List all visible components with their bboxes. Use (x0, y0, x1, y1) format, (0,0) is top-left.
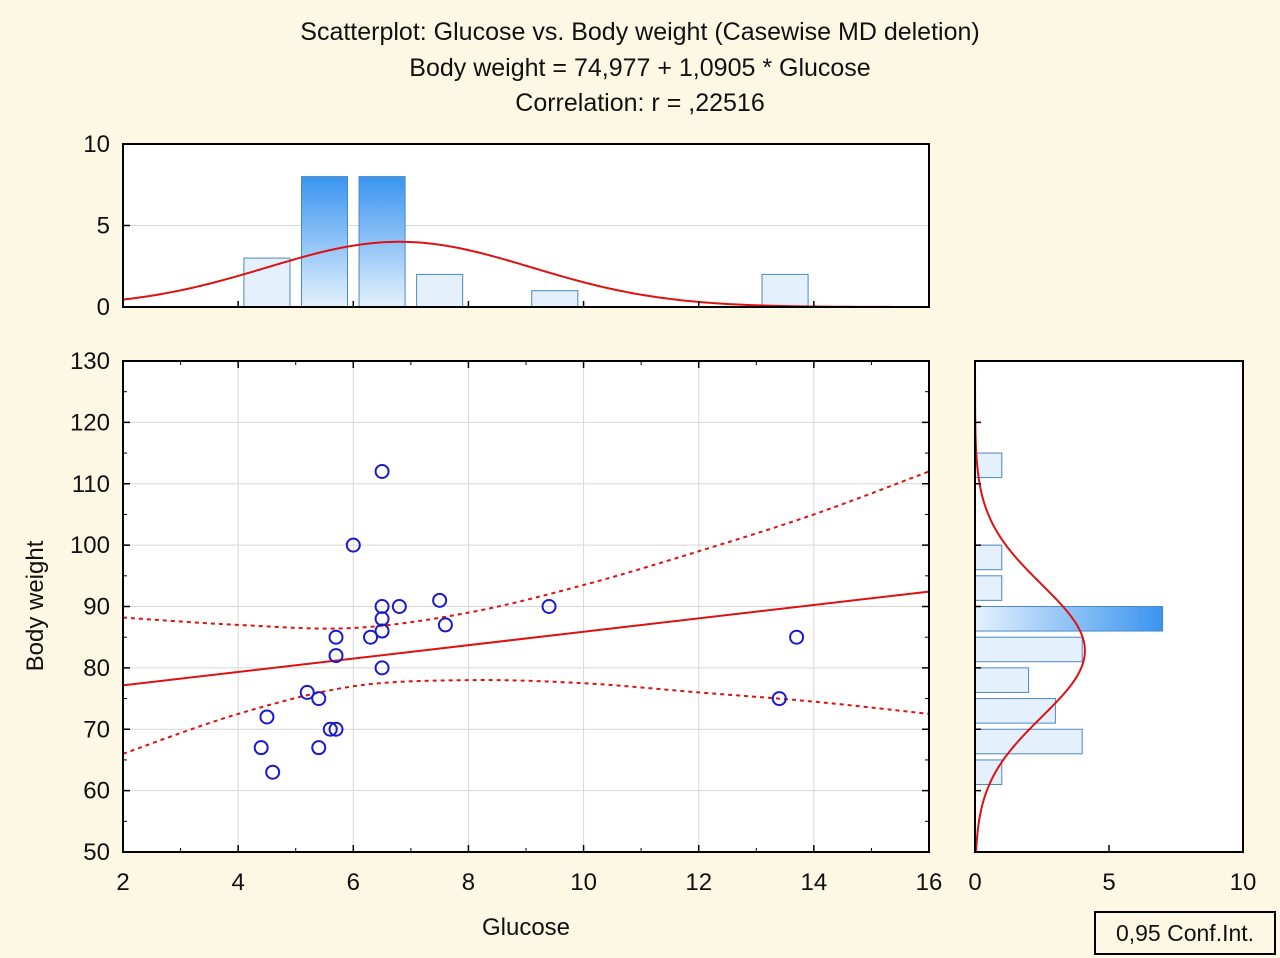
scatter-axes: 2 4 6 8 10 12 14 16 50 60 70 80 90 100 110 120 130 (70, 348, 942, 896)
data-point (328, 721, 344, 737)
y-histogram-bar (975, 728, 1083, 755)
legend-label: 0,95 Conf.Int. (1116, 920, 1254, 946)
x-histogram-y-tick-label: 10 (83, 131, 110, 158)
x-tick-label: 14 (801, 869, 828, 896)
data-point (541, 599, 557, 614)
x-histogram-bar (761, 273, 809, 307)
data-point (265, 764, 281, 780)
legend-box (1094, 911, 1276, 955)
x-tick-label: 6 (347, 869, 360, 896)
data-point (363, 629, 379, 645)
y-histogram-x-axis: 0 5 10 (968, 360, 1257, 896)
confidence-band-upper (123, 470, 929, 630)
x-tick-label: 8 (462, 869, 475, 896)
title-line-1: Scatterplot: Glucose vs. Body weight (Ca… (300, 18, 979, 46)
scatter-panel: 2 4 6 8 10 12 14 16 50 60 70 80 90 100 110 120 130 (70, 348, 942, 896)
y-histogram-bar (975, 575, 1003, 601)
confidence-band-lower (123, 679, 929, 755)
data-point (789, 629, 805, 645)
title-line-2: Body weight = 74,977 + 1,0905 * Glucose (409, 54, 870, 82)
y-axis-title: Body weight (22, 540, 49, 671)
y-histogram-bar (975, 667, 1030, 693)
y-tick-label: 80 (83, 655, 110, 682)
x-histogram-frame (122, 143, 930, 308)
data-point (322, 721, 338, 737)
x-histogram-panel: 0 5 10 (83, 131, 930, 321)
x-histogram-y-tick-label: 0 (97, 294, 110, 321)
data-point (311, 691, 327, 707)
confidence-band (123, 470, 929, 755)
x-tick-label: 10 (570, 869, 597, 896)
x-histogram-bar (243, 257, 291, 307)
x-tick-label: 4 (231, 869, 244, 896)
data-point (299, 684, 315, 700)
data-point (437, 617, 453, 633)
data-point (253, 740, 269, 756)
y-histogram-x-tick-label: 0 (968, 869, 981, 896)
y-histogram-bars (975, 452, 1164, 785)
data-point (432, 592, 448, 608)
y-tick-label: 110 (72, 471, 110, 498)
x-histogram-bar (300, 176, 349, 307)
y-histogram-panel: 0 5 10 (968, 360, 1257, 896)
regression-line-group (123, 590, 929, 687)
x-tick-label: 2 (116, 869, 129, 896)
y-histogram-bar (975, 759, 1003, 785)
scatter-points (253, 463, 805, 780)
data-point (311, 740, 327, 756)
x-tick-label: 16 (916, 869, 943, 896)
y-tick-label: 70 (83, 716, 110, 743)
data-point (328, 629, 344, 645)
data-point (374, 660, 390, 676)
y-tick-label: 100 (70, 532, 110, 559)
x-histogram-bar (531, 290, 579, 307)
title-line-3: Correlation: r = ,22516 (515, 89, 764, 117)
y-histogram-x-tick-label: 10 (1230, 869, 1257, 896)
y-tick-label: 60 (83, 778, 110, 805)
y-histogram-bar (975, 636, 1083, 663)
y-histogram-bar (975, 698, 1056, 724)
data-point (328, 648, 344, 664)
y-tick-label: 120 (70, 409, 110, 436)
data-point (771, 691, 787, 707)
x-tick-label: 12 (685, 869, 712, 896)
data-point (374, 623, 390, 639)
chart-title: Scatterplot: Glucose vs. Body weight (Ca… (300, 18, 979, 117)
y-histogram-bar (975, 452, 1003, 479)
x-histogram-bar (416, 273, 464, 307)
y-tick-label: 130 (70, 348, 110, 375)
data-point (374, 463, 390, 479)
y-histogram-x-tick-label: 5 (1102, 869, 1115, 896)
y-tick-label: 50 (83, 839, 110, 866)
y-histogram-frame (974, 360, 1244, 853)
x-axis-title: Glucose (482, 914, 570, 941)
y-tick-label: 90 (83, 594, 110, 621)
data-point (259, 709, 275, 725)
y-histogram-bar (975, 606, 1164, 632)
legend: 0,95 Conf.Int. (1094, 911, 1276, 955)
data-point (391, 599, 407, 614)
regression-line (123, 590, 929, 687)
scatter-frame (122, 360, 930, 853)
data-point (345, 537, 361, 553)
x-histogram-y-tick-label: 5 (97, 213, 110, 240)
y-histogram-bar (975, 544, 1003, 571)
